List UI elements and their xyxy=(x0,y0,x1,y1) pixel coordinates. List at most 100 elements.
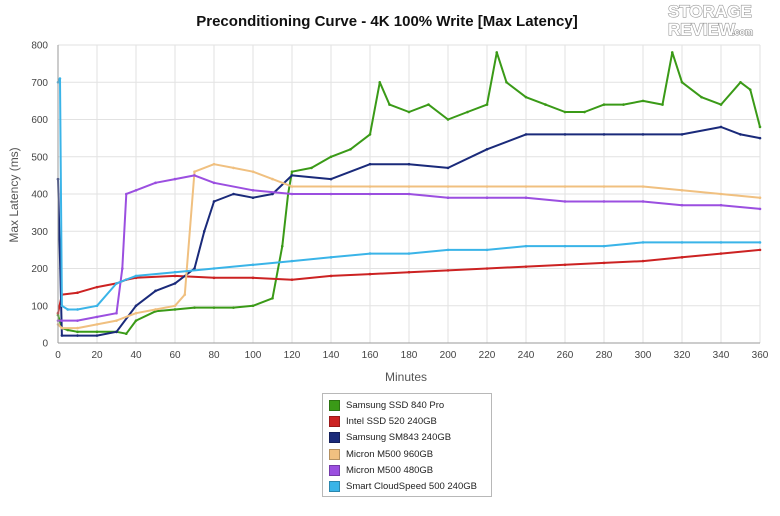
series-3-point xyxy=(446,185,450,188)
series-0-point xyxy=(583,110,586,114)
series-0-point xyxy=(544,103,547,106)
series-5-point xyxy=(446,248,450,252)
series-0-point xyxy=(495,51,499,54)
series-2-point xyxy=(407,162,411,166)
series-1-point xyxy=(251,276,255,280)
series-3-point xyxy=(758,196,762,200)
series-0-point xyxy=(193,306,196,309)
x-tick-label: 340 xyxy=(713,350,730,361)
logo-line1: STORAGE xyxy=(668,2,752,21)
legend-swatch xyxy=(329,415,340,427)
x-tick-label: 100 xyxy=(245,350,262,361)
series-5-point xyxy=(95,304,99,308)
x-tick-label: 160 xyxy=(362,350,379,361)
y-tick-label: 800 xyxy=(31,41,48,52)
site-logo: STORAGE REVIEW .com xyxy=(667,1,753,39)
series-5-point xyxy=(115,282,118,285)
legend-item: Intel SSD 520 240GB xyxy=(329,413,485,429)
series-0-point xyxy=(427,103,430,106)
legend-label: Smart CloudSpeed 500 240GB xyxy=(346,481,477,493)
series-0-point xyxy=(748,88,752,91)
series-3-point xyxy=(212,162,216,166)
series-3-point xyxy=(115,319,118,322)
series-2-point xyxy=(251,196,255,200)
series-1-point xyxy=(368,272,372,276)
series-4-point xyxy=(121,267,124,270)
series-4-point xyxy=(758,207,762,211)
series-2-point xyxy=(76,334,79,337)
series-4-point xyxy=(115,311,118,315)
series-4-point xyxy=(485,196,489,200)
series-0-point xyxy=(378,80,382,84)
series-1-point xyxy=(407,270,411,274)
series-line-4 xyxy=(58,174,761,322)
series-4-point xyxy=(719,203,723,207)
series-3-point xyxy=(290,185,294,188)
x-tick-label: 320 xyxy=(674,350,691,361)
legend-item: Samsung SM843 240GB xyxy=(329,430,485,446)
legend-swatch xyxy=(329,481,340,493)
series-2-point xyxy=(95,334,99,337)
series-4-point xyxy=(134,188,138,192)
series-line-5 xyxy=(57,77,760,311)
x-tick-label: 20 xyxy=(91,350,103,361)
x-tick-label: 60 xyxy=(169,350,181,361)
series-0-point xyxy=(485,103,489,106)
y-tick-label: 500 xyxy=(31,152,48,163)
series-0-point xyxy=(134,319,138,322)
series-3-point xyxy=(173,304,177,308)
x-tick-label: 200 xyxy=(440,350,457,361)
series-0-point xyxy=(280,244,284,248)
legend-label: Micron M500 480GB xyxy=(346,464,434,476)
logo-line2: REVIEW xyxy=(668,20,736,39)
series-5-point xyxy=(173,270,177,274)
legend-item: Samsung SSD 840 Pro xyxy=(329,397,485,413)
legend-item: Micron M500 960GB xyxy=(329,446,485,462)
series-5-point xyxy=(602,244,606,248)
series-5-point xyxy=(524,244,528,248)
x-tick-label: 40 xyxy=(130,350,142,361)
series-1-point xyxy=(641,259,645,263)
x-tick-label: 300 xyxy=(635,350,652,361)
series-3-point xyxy=(154,308,157,311)
series-4-point xyxy=(212,181,216,185)
series-0-point xyxy=(524,95,528,99)
series-1-point xyxy=(680,256,684,259)
series-0-point xyxy=(622,103,625,106)
series-3-point xyxy=(680,188,684,192)
series-0-point xyxy=(349,148,352,151)
series-2-point xyxy=(329,177,333,181)
series-5-point xyxy=(66,308,70,311)
series-2-point xyxy=(739,133,742,136)
series-3-point xyxy=(134,311,138,315)
series-0-point xyxy=(290,170,294,173)
series-0-point xyxy=(212,306,216,309)
series-2-point xyxy=(758,136,762,140)
series-0-point xyxy=(758,125,762,129)
series-2-point xyxy=(680,133,684,136)
y-axis-label: Max Latency (ms) xyxy=(7,147,21,242)
legend-label: Samsung SSD 840 Pro xyxy=(346,399,445,411)
series-1-point xyxy=(446,269,450,272)
series-0-point xyxy=(602,103,606,106)
series-0-point xyxy=(124,332,128,335)
tick-labels: 0 100 200 300 400 500 600 700 800 0 20 40 60 80 100 120… xyxy=(31,41,768,362)
legend-label: Intel SSD 520 240GB xyxy=(346,415,437,427)
legend-label: Micron M500 960GB xyxy=(346,448,434,460)
series-3-point xyxy=(251,170,255,173)
x-axis-label: Minutes xyxy=(385,370,427,384)
x-tick-label: 0 xyxy=(55,350,61,361)
series-4-point xyxy=(76,319,79,322)
series-3-point xyxy=(524,185,528,188)
series-0-point xyxy=(173,308,177,311)
x-tick-label: 360 xyxy=(752,350,769,361)
series-lines xyxy=(56,51,762,337)
series-0-point xyxy=(641,99,645,103)
y-tick-label: 700 xyxy=(31,78,48,89)
series-2-point xyxy=(368,162,372,166)
series-2-point xyxy=(271,192,274,196)
series-1-point xyxy=(76,291,79,295)
series-0-point xyxy=(700,95,703,99)
series-2-point xyxy=(134,304,138,308)
